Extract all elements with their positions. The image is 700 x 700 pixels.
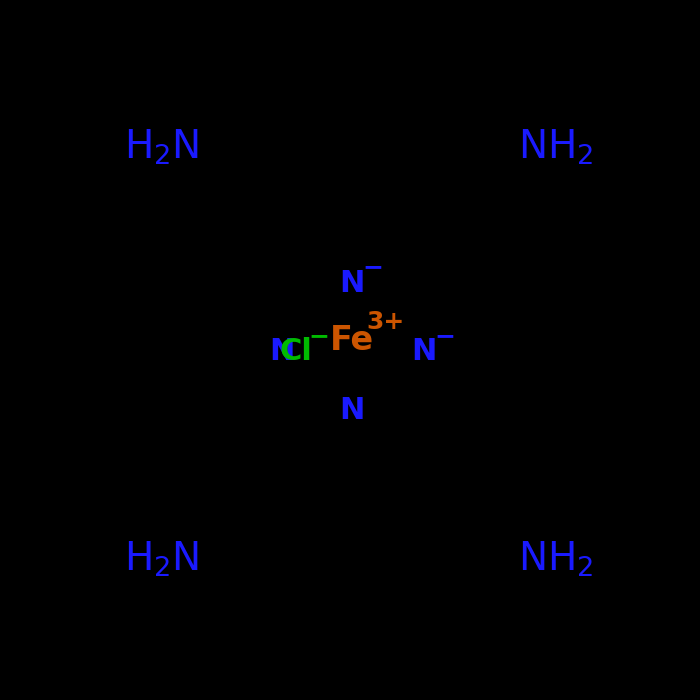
Text: −: − (363, 256, 384, 279)
Text: N: N (269, 337, 295, 366)
Text: 3+: 3+ (367, 309, 405, 334)
Text: $\mathrm{H_2N}$: $\mathrm{H_2N}$ (125, 540, 200, 579)
Text: Fe: Fe (330, 324, 374, 357)
Text: $\mathrm{NH_2}$: $\mathrm{NH_2}$ (518, 128, 593, 167)
Text: $\mathrm{H_2N}$: $\mathrm{H_2N}$ (125, 128, 200, 167)
Text: −: − (434, 324, 455, 349)
Text: N: N (340, 395, 365, 425)
Text: N: N (340, 269, 365, 298)
Text: $\mathrm{NH_2}$: $\mathrm{NH_2}$ (518, 540, 593, 579)
Text: N: N (411, 337, 437, 366)
Text: −: − (309, 324, 330, 349)
Text: Cl: Cl (280, 337, 313, 366)
